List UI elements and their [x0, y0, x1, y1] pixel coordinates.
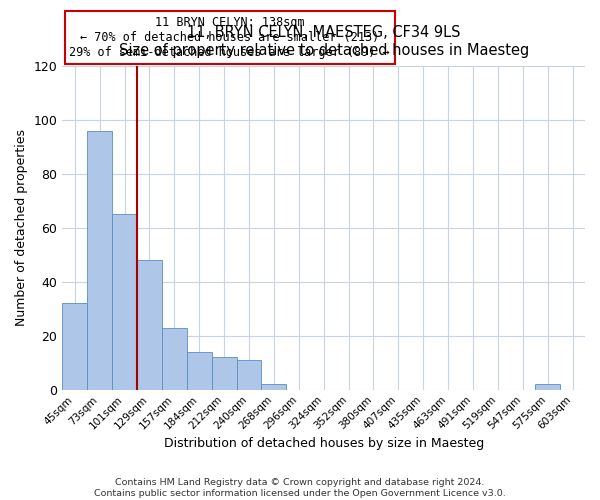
Bar [137, 260, 162, 390]
Y-axis label: Number of detached properties: Number of detached properties [15, 129, 28, 326]
X-axis label: Distribution of detached houses by size in Maesteg: Distribution of detached houses by size … [164, 437, 484, 450]
Bar [262, 384, 286, 390]
Text: 11 BRYN CELYN: 138sqm
← 70% of detached houses are smaller (213)
29% of semi-det: 11 BRYN CELYN: 138sqm ← 70% of detached … [69, 16, 390, 59]
Bar [187, 352, 212, 390]
Bar [162, 328, 187, 390]
Bar [212, 358, 236, 390]
Bar [87, 130, 112, 390]
Bar [535, 384, 560, 390]
Bar [62, 304, 87, 390]
Bar [236, 360, 262, 390]
Title: 11, BRYN CELYN, MAESTEG, CF34 9LS
Size of property relative to detached houses i: 11, BRYN CELYN, MAESTEG, CF34 9LS Size o… [119, 25, 529, 58]
Text: Contains HM Land Registry data © Crown copyright and database right 2024.
Contai: Contains HM Land Registry data © Crown c… [94, 478, 506, 498]
Bar [112, 214, 137, 390]
